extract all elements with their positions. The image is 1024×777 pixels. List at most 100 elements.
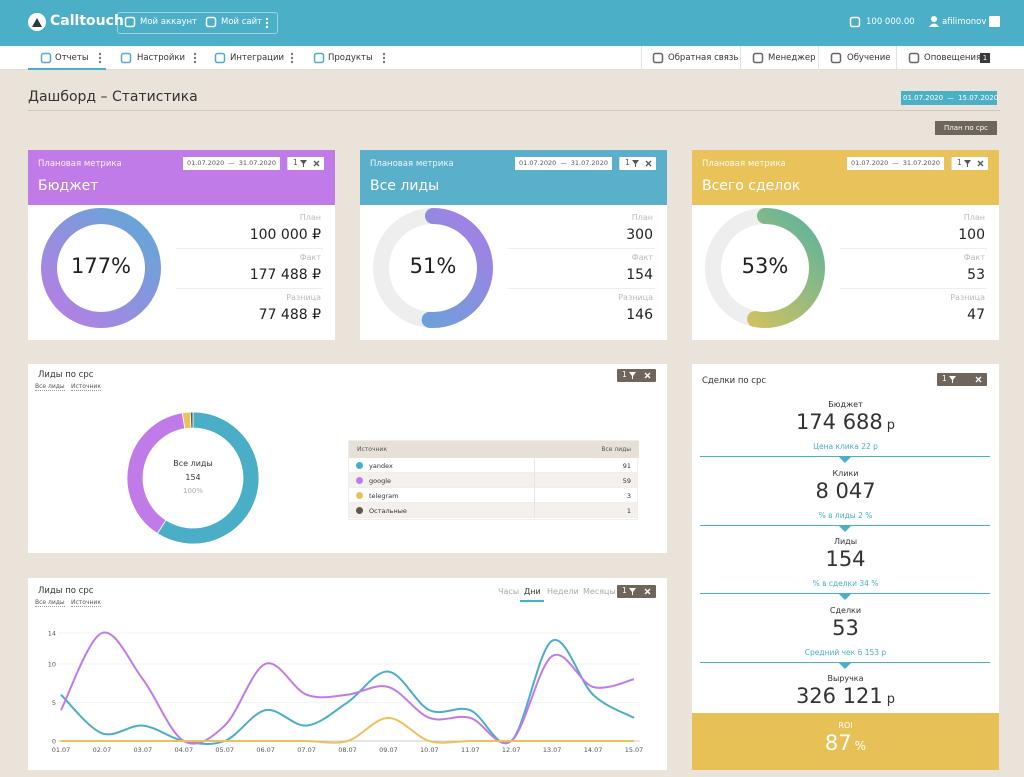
nav-icon bbox=[313, 52, 325, 64]
period-tab[interactable]: Недели bbox=[547, 587, 579, 596]
card-date-range[interactable]: 01.07.2020—31.07.2020 bbox=[847, 157, 944, 170]
logout-button[interactable] bbox=[989, 16, 1000, 27]
date-part: 01.07.2020 bbox=[519, 159, 557, 167]
period-tab[interactable]: Часы bbox=[498, 587, 520, 596]
title-rule bbox=[28, 110, 1000, 111]
x-tick-label: 06.07 bbox=[256, 746, 275, 754]
filter-control[interactable]: 1 bbox=[287, 157, 324, 170]
metric-card: Плановая метрика Все лиды 01.07.2020—31.07… bbox=[360, 150, 667, 340]
deals-panel: Сделки по срс 1 Бюджет 174 688 р Цена клика 2… bbox=[692, 364, 999, 770]
nav-icon-shape bbox=[652, 52, 664, 64]
pie-slice bbox=[156, 411, 260, 545]
step-value-row: 154 bbox=[692, 547, 999, 571]
filter-dropdown[interactable]: Все лиды bbox=[35, 599, 65, 607]
row-label: Разница bbox=[950, 293, 985, 302]
nav-tab[interactable]: Отчеты bbox=[55, 53, 89, 63]
funnel bbox=[629, 372, 636, 379]
step-value: 154 bbox=[825, 547, 866, 571]
period-tab[interactable]: Дни bbox=[524, 587, 541, 596]
row-value: 100 000 ₽ bbox=[249, 227, 321, 243]
row-value: 177 488 ₽ bbox=[249, 267, 321, 283]
logo-mark bbox=[32, 18, 42, 27]
filter-dropdown[interactable]: Источник bbox=[71, 383, 101, 391]
nav-tab[interactable]: Настройки bbox=[137, 53, 186, 63]
dot bbox=[382, 52, 386, 56]
filter-icon bbox=[632, 160, 639, 167]
period-tab-underline bbox=[520, 600, 544, 602]
filter-control[interactable]: 1 bbox=[617, 585, 656, 598]
dot bbox=[382, 56, 386, 60]
menu-dots bbox=[98, 52, 102, 64]
notification-badge[interactable]: 1 bbox=[980, 53, 990, 63]
source-table: Источник Все лиды yandex 91 google 59 telegram… bbox=[348, 440, 639, 520]
step-arrow bbox=[838, 456, 852, 463]
nav-icon bbox=[908, 52, 920, 64]
plan-button[interactable]: План по срс bbox=[935, 121, 997, 135]
site-link[interactable]: Мой сайт bbox=[221, 17, 263, 27]
user-name[interactable]: afilimonov bbox=[942, 17, 987, 27]
x-tick-label: 15.07 bbox=[625, 746, 644, 754]
user-icon bbox=[929, 16, 939, 27]
row-value: 300 bbox=[626, 227, 653, 243]
step-note: Средний чек 6 153 р bbox=[804, 647, 887, 657]
x-tick-label: 02.07 bbox=[93, 746, 112, 754]
source-value: 3 bbox=[626, 492, 631, 500]
nav-tab[interactable]: Продукты bbox=[328, 53, 373, 63]
step-arrow bbox=[838, 593, 852, 600]
logo-icon bbox=[28, 13, 46, 31]
roi-unit: % bbox=[854, 739, 867, 753]
x2 bbox=[313, 160, 320, 167]
y-tick-label: 0 bbox=[52, 738, 56, 746]
source-value: 1 bbox=[626, 507, 631, 515]
nav-link[interactable]: Обучение bbox=[847, 53, 891, 63]
lead-chart-panel: Лиды по срс Все лиды Источник Часы Дни Недели… bbox=[28, 578, 667, 770]
close-icon bbox=[975, 376, 982, 383]
table-header-row bbox=[349, 441, 639, 458]
x-tick-label: 08.07 bbox=[338, 746, 357, 754]
card-header bbox=[28, 150, 335, 205]
row-divider bbox=[176, 248, 323, 249]
date-part: — bbox=[560, 159, 567, 167]
pie bbox=[126, 411, 260, 545]
account-link[interactable]: Мой аккаунт bbox=[140, 17, 197, 27]
card-date-range[interactable]: 01.07.2020—31.07.2020 bbox=[515, 157, 612, 170]
step-label: Бюджет bbox=[828, 400, 863, 409]
date-range[interactable]: 01.07.2020—15.07.2020 bbox=[901, 91, 998, 105]
roi-value-row: 87% bbox=[692, 731, 999, 755]
source-name: google bbox=[369, 477, 392, 485]
x-tick-label: 09.07 bbox=[379, 746, 398, 754]
nav-link[interactable]: Обратная связь bbox=[668, 53, 739, 63]
step-value: 326 121 bbox=[795, 684, 883, 708]
source-dot bbox=[356, 462, 363, 469]
date-part: 31.07.2020 bbox=[570, 159, 608, 167]
nav-tab[interactable]: Интеграции bbox=[230, 53, 285, 63]
filter-control[interactable]: 1 bbox=[619, 157, 656, 170]
filter-icon bbox=[949, 376, 956, 383]
filter-control[interactable]: 1 bbox=[951, 157, 988, 170]
filter-control[interactable]: 1 bbox=[617, 369, 656, 382]
dot bbox=[265, 25, 269, 29]
card-title: Бюджет bbox=[38, 178, 99, 194]
panel-title: Сделки по срс bbox=[702, 376, 767, 386]
y-tick-label: 5 bbox=[52, 699, 56, 707]
row-divider bbox=[840, 248, 987, 249]
panel-title: Лиды по срс bbox=[38, 370, 94, 380]
funnel bbox=[949, 376, 956, 383]
account-switch[interactable] bbox=[117, 12, 278, 34]
nav-icon-shape bbox=[214, 52, 226, 64]
nav-link[interactable]: Менеджер bbox=[768, 53, 816, 63]
x-tick-label: 04.07 bbox=[174, 746, 193, 754]
nav-icon-shape bbox=[908, 52, 920, 64]
x-tick-label: 11.07 bbox=[461, 746, 480, 754]
card-date-range[interactable]: 01.07.2020—31.07.2020 bbox=[183, 157, 280, 170]
menu-dots bbox=[193, 52, 197, 64]
nav-icon bbox=[120, 52, 132, 64]
date-part: 31.07.2020 bbox=[238, 159, 276, 167]
filter-control[interactable]: 1 bbox=[937, 373, 987, 386]
filter-dropdown[interactable]: Источник bbox=[71, 599, 101, 607]
nav-link[interactable]: Оповещения bbox=[924, 53, 982, 63]
step-label: Клики bbox=[832, 468, 859, 478]
filter-dropdown[interactable]: Все лиды bbox=[35, 383, 65, 391]
row-label: План bbox=[631, 213, 653, 222]
period-tab[interactable]: Месяцы bbox=[583, 587, 616, 596]
